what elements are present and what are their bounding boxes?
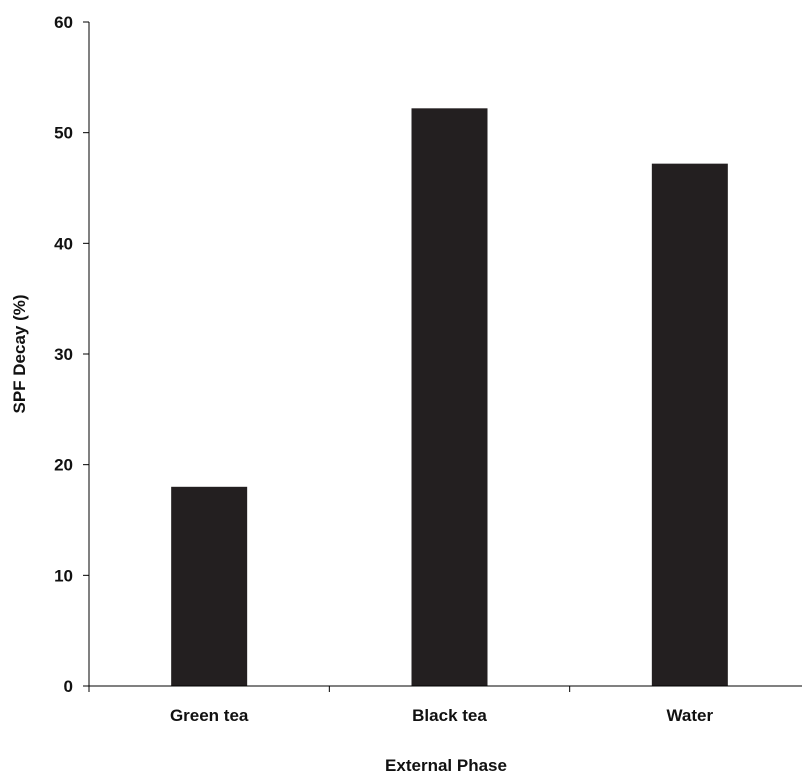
- bars-group: [171, 108, 728, 687]
- y-tick-label: 0: [64, 677, 73, 696]
- x-axis-ticks: Green tea Black tea Water: [88, 686, 714, 725]
- x-tick-label: Black tea: [412, 706, 487, 725]
- bar: [171, 486, 248, 686]
- y-tick-label: 50: [54, 124, 73, 143]
- x-tick-label: Water: [667, 706, 714, 725]
- y-tick-label: 40: [54, 234, 73, 253]
- y-tick-label: 30: [54, 345, 73, 364]
- y-tick-label: 20: [54, 456, 73, 475]
- y-tick-label: 10: [54, 566, 73, 585]
- y-axis-ticks: 0 10 20 30 40 50 60: [54, 13, 89, 696]
- x-axis-title: External Phase: [385, 756, 507, 772]
- x-tick-label: Green tea: [170, 706, 249, 725]
- bar: [651, 163, 728, 687]
- y-axis-title: SPF Decay (%): [10, 294, 29, 413]
- bar: [411, 108, 488, 686]
- y-tick-label: 60: [54, 13, 73, 32]
